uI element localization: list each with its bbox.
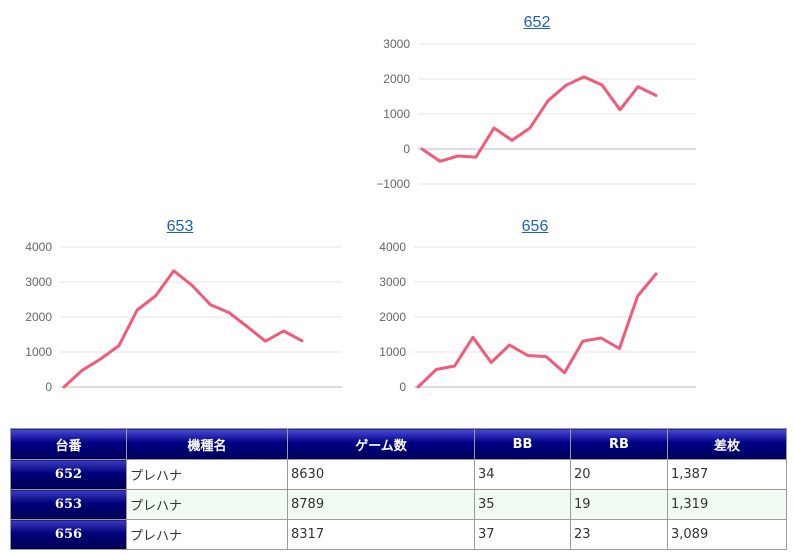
y-tick-label: −1000 bbox=[376, 177, 410, 191]
chart-title-652[interactable]: 652 bbox=[523, 14, 551, 31]
series-line bbox=[420, 75, 658, 163]
cell-machine-name: プレハナ bbox=[126, 459, 288, 490]
y-tick-label: 0 bbox=[399, 380, 406, 394]
y-tick-label: 3000 bbox=[25, 275, 52, 289]
cell-game-count: 8630 bbox=[287, 459, 475, 490]
cell-bb: 35 bbox=[474, 489, 571, 520]
cell-difference: 1,387 bbox=[667, 459, 787, 490]
cell-game-count: 8789 bbox=[287, 489, 475, 520]
header-machine-name: 機種名 bbox=[126, 428, 288, 460]
series-line bbox=[62, 269, 304, 389]
cell-machine-name: プレハナ bbox=[126, 489, 288, 520]
table-row: 653 プレハナ 8789 35 19 1,319 bbox=[10, 489, 787, 520]
cell-unit-number[interactable]: 652 bbox=[10, 459, 127, 490]
cell-unit-number[interactable]: 653 bbox=[10, 489, 127, 520]
series-line bbox=[416, 272, 658, 389]
y-tick-label: 4000 bbox=[25, 240, 52, 254]
cell-difference: 1,319 bbox=[667, 489, 787, 520]
chart-653: 653 4000 3000 2000 1000 0 bbox=[14, 218, 346, 408]
chart-title-653[interactable]: 653 bbox=[166, 218, 194, 235]
cell-machine-name: プレハナ bbox=[126, 519, 288, 550]
y-tick-label: 1000 bbox=[379, 345, 406, 359]
y-tick-label: 1000 bbox=[383, 107, 410, 121]
cell-rb: 19 bbox=[570, 489, 668, 520]
chart-title-656[interactable]: 656 bbox=[521, 218, 549, 235]
results-table: 台番 機種名 ゲーム数 BB RB 差枚 652 プレハナ 8630 34 20… bbox=[10, 428, 787, 550]
chart-plot-652: 3000 2000 1000 0 −1000 bbox=[376, 37, 696, 191]
cell-game-count: 8317 bbox=[287, 519, 475, 550]
y-tick-label: 0 bbox=[403, 142, 410, 156]
header-unit-number: 台番 bbox=[10, 428, 127, 460]
header-bb: BB bbox=[474, 428, 571, 460]
table-row: 652 プレハナ 8630 34 20 1,387 bbox=[10, 459, 787, 490]
y-tick-label: 1000 bbox=[25, 345, 52, 359]
header-difference: 差枚 bbox=[667, 428, 787, 460]
y-tick-label: 3000 bbox=[379, 275, 406, 289]
table-row: 656 プレハナ 8317 37 23 3,089 bbox=[10, 519, 787, 550]
chart-plot-656: 4000 3000 2000 1000 0 bbox=[379, 240, 696, 394]
table-header-row: 台番 機種名 ゲーム数 BB RB 差枚 bbox=[10, 428, 787, 460]
y-tick-label: 2000 bbox=[25, 310, 52, 324]
cell-bb: 34 bbox=[474, 459, 571, 490]
header-rb: RB bbox=[570, 428, 668, 460]
chart-652: 652 3000 2000 1000 0 −1000 bbox=[372, 14, 702, 204]
y-tick-label: 4000 bbox=[379, 240, 406, 254]
y-tick-label: 2000 bbox=[379, 310, 406, 324]
chart-656: 656 4000 3000 2000 1000 0 bbox=[368, 218, 702, 408]
cell-bb: 37 bbox=[474, 519, 571, 550]
cell-unit-number[interactable]: 656 bbox=[10, 519, 127, 550]
y-tick-label: 0 bbox=[45, 380, 52, 394]
header-game-count: ゲーム数 bbox=[287, 428, 475, 460]
y-tick-label: 2000 bbox=[383, 72, 410, 86]
cell-rb: 23 bbox=[570, 519, 668, 550]
cell-difference: 3,089 bbox=[667, 519, 787, 550]
cell-rb: 20 bbox=[570, 459, 668, 490]
y-tick-label: 3000 bbox=[383, 37, 410, 51]
chart-plot-653: 4000 3000 2000 1000 0 bbox=[25, 240, 342, 394]
